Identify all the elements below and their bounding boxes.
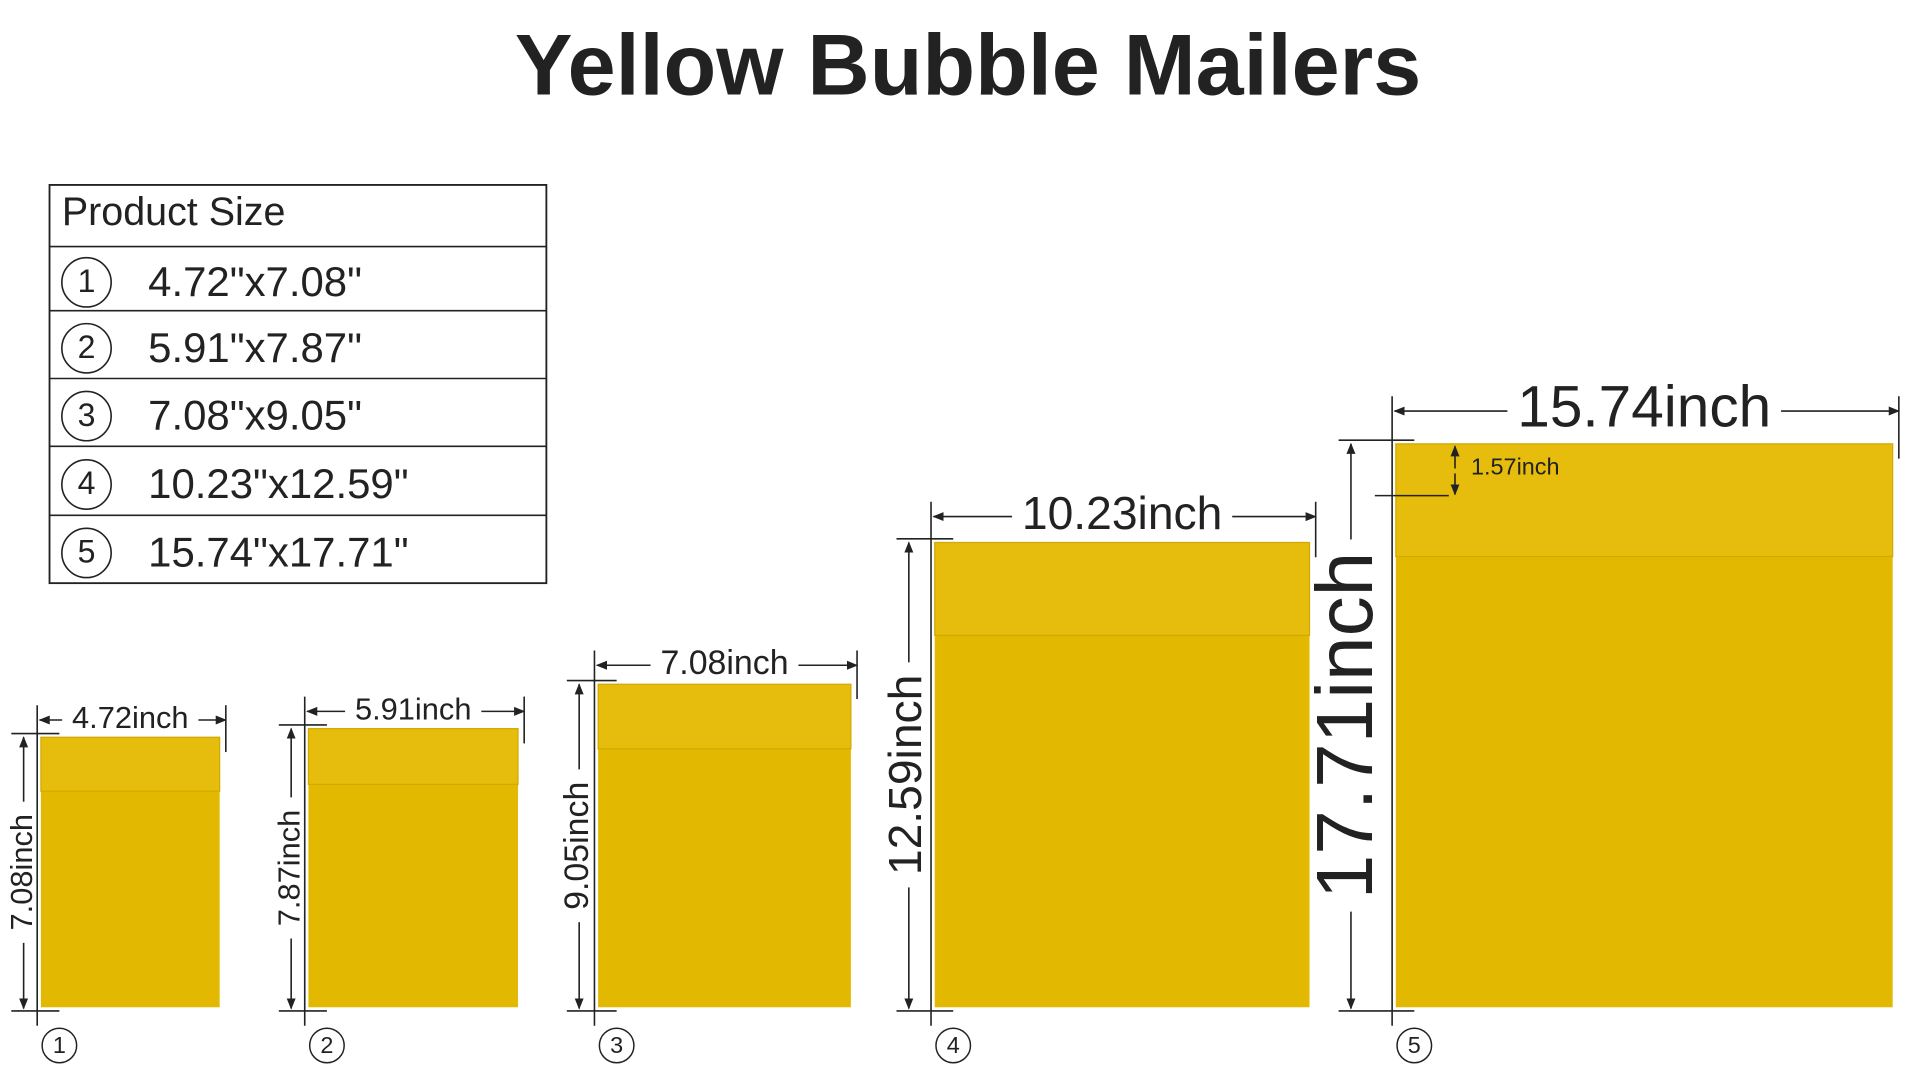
height-label: 7.87inch xyxy=(271,810,306,926)
mailer-number: 5 xyxy=(1408,1032,1421,1058)
row-number: 3 xyxy=(78,397,96,433)
row-size: 10.23"x12.59" xyxy=(148,460,408,507)
number-circle xyxy=(61,527,112,579)
number-circle xyxy=(308,1027,345,1064)
mailer-number: 3 xyxy=(610,1032,623,1058)
width-label: 5.91inch xyxy=(355,692,472,727)
mailer-flap xyxy=(934,541,1311,637)
row-size: 4.72"x7.08" xyxy=(148,258,362,305)
row-number: 2 xyxy=(78,329,96,365)
row-number: 5 xyxy=(78,534,96,570)
height-label: 12.59inch xyxy=(879,675,931,875)
number-circle xyxy=(935,1027,972,1064)
flap-label: 1.57inch xyxy=(1471,454,1560,480)
mailer-flap xyxy=(307,728,519,785)
width-label: 4.72inch xyxy=(72,700,189,735)
row-number: 4 xyxy=(78,465,96,501)
height-label: 17.71inch xyxy=(1299,552,1389,899)
row-size: 15.74"x17.71" xyxy=(148,528,408,575)
width-label: 7.08inch xyxy=(660,644,788,682)
mailer-flap xyxy=(40,736,221,792)
title: Yellow Bubble Mailers xyxy=(515,17,1421,113)
number-circle xyxy=(41,1027,78,1064)
height-label: 7.08inch xyxy=(4,814,39,930)
row-number: 1 xyxy=(78,263,96,299)
mailer-flap xyxy=(1395,443,1894,558)
number-circle xyxy=(61,459,112,510)
width-label: 15.74inch xyxy=(1517,375,1771,440)
number-circle xyxy=(61,256,112,308)
mailer-number: 4 xyxy=(947,1032,960,1058)
number-circle xyxy=(598,1027,635,1064)
row-size: 5.91"x7.87" xyxy=(148,324,362,371)
size-table xyxy=(48,184,548,585)
mailer-number: 1 xyxy=(53,1032,66,1058)
table-header: Product Size xyxy=(62,190,286,234)
number-circle xyxy=(61,390,112,442)
table-border xyxy=(48,184,548,585)
number-circle xyxy=(61,322,112,374)
number-circle xyxy=(1396,1027,1433,1064)
row-size: 7.08"x9.05" xyxy=(148,392,362,439)
height-label: 9.05inch xyxy=(558,782,596,910)
mailer-flap xyxy=(597,683,852,750)
width-label: 10.23inch xyxy=(1022,487,1222,539)
mailer-number: 2 xyxy=(320,1032,333,1058)
